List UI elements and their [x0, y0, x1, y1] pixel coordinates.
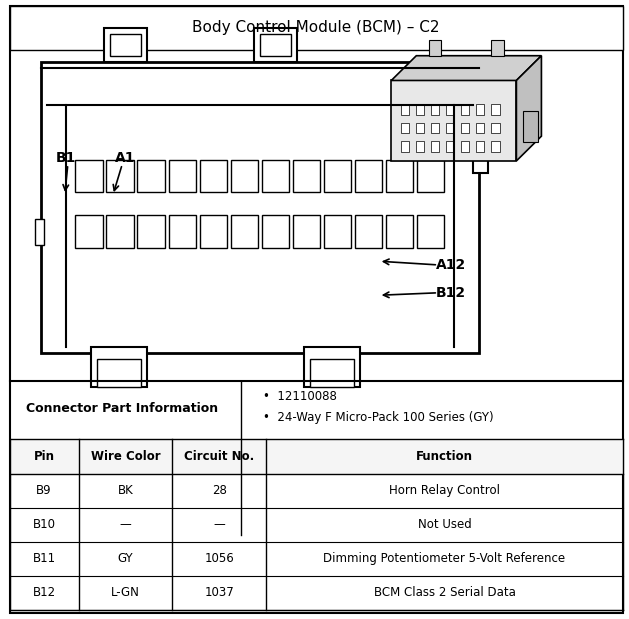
Text: B9: B9: [36, 484, 52, 497]
Text: B10: B10: [33, 518, 55, 531]
Bar: [417, 160, 445, 192]
Bar: [460, 104, 469, 115]
Bar: [446, 123, 455, 133]
Bar: [199, 215, 227, 248]
Bar: [35, 219, 44, 245]
Bar: [310, 359, 353, 387]
Bar: [253, 28, 298, 62]
Bar: [431, 123, 440, 133]
Bar: [391, 80, 516, 161]
Bar: [41, 62, 479, 353]
Bar: [476, 123, 484, 133]
Text: Horn Relay Control: Horn Relay Control: [389, 484, 500, 497]
Bar: [324, 215, 352, 248]
Bar: [416, 141, 425, 152]
Bar: [446, 104, 455, 115]
Polygon shape: [516, 56, 542, 161]
Bar: [355, 215, 382, 248]
Bar: [386, 215, 413, 248]
Text: B12: B12: [436, 286, 466, 300]
Bar: [106, 215, 134, 248]
Text: •  12110088: • 12110088: [263, 389, 337, 403]
Bar: [231, 160, 258, 192]
Text: Function: Function: [416, 450, 473, 463]
Text: Connector Part Information: Connector Part Information: [26, 402, 218, 415]
Text: Circuit No.: Circuit No.: [184, 450, 254, 463]
Bar: [106, 160, 134, 192]
Text: Body Control Module (BCM) – C2: Body Control Module (BCM) – C2: [192, 20, 440, 35]
Bar: [523, 111, 538, 142]
Bar: [446, 141, 455, 152]
Text: —: —: [213, 518, 225, 531]
Bar: [417, 215, 445, 248]
Text: B1: B1: [56, 151, 76, 165]
Bar: [472, 130, 488, 173]
Text: Not Used: Not Used: [418, 518, 471, 531]
Bar: [324, 160, 352, 192]
Text: GY: GY: [118, 552, 133, 565]
Bar: [262, 160, 289, 192]
Text: 1056: 1056: [204, 552, 234, 565]
Text: B12: B12: [33, 586, 55, 599]
Bar: [431, 104, 440, 115]
Bar: [429, 40, 442, 56]
Polygon shape: [391, 56, 542, 80]
Bar: [104, 28, 147, 62]
Bar: [260, 34, 291, 56]
Text: —: —: [120, 518, 131, 531]
Bar: [491, 40, 504, 56]
Bar: [231, 215, 258, 248]
Bar: [91, 347, 147, 387]
Text: A12: A12: [436, 258, 466, 272]
Bar: [9, 439, 623, 474]
Bar: [491, 104, 499, 115]
Bar: [491, 123, 499, 133]
Bar: [491, 141, 499, 152]
Text: BCM Class 2 Serial Data: BCM Class 2 Serial Data: [374, 586, 515, 599]
Bar: [169, 160, 196, 192]
Bar: [262, 215, 289, 248]
Text: A1: A1: [115, 151, 136, 165]
Bar: [9, 6, 623, 50]
Bar: [110, 34, 141, 56]
Text: 1037: 1037: [204, 586, 234, 599]
Text: BK: BK: [118, 484, 133, 497]
Text: L-GN: L-GN: [111, 586, 140, 599]
Bar: [401, 104, 409, 115]
Text: Dimming Potentiometer 5-Volt Reference: Dimming Potentiometer 5-Volt Reference: [323, 552, 565, 565]
Bar: [292, 160, 320, 192]
Text: 28: 28: [212, 484, 226, 497]
Bar: [476, 104, 484, 115]
Text: Pin: Pin: [33, 450, 55, 463]
Bar: [138, 215, 165, 248]
Bar: [169, 215, 196, 248]
Bar: [431, 141, 440, 152]
Bar: [460, 141, 469, 152]
Text: •  24-Way F Micro-Pack 100 Series (GY): • 24-Way F Micro-Pack 100 Series (GY): [263, 411, 494, 425]
Bar: [416, 123, 425, 133]
Bar: [292, 215, 320, 248]
Bar: [460, 123, 469, 133]
Bar: [138, 160, 165, 192]
Bar: [75, 215, 103, 248]
Bar: [401, 123, 409, 133]
Bar: [75, 160, 103, 192]
Bar: [386, 160, 413, 192]
Bar: [476, 141, 484, 152]
Bar: [199, 160, 227, 192]
Bar: [416, 104, 425, 115]
Bar: [355, 160, 382, 192]
Bar: [401, 141, 409, 152]
Bar: [97, 359, 141, 387]
Text: Wire Color: Wire Color: [91, 450, 160, 463]
Bar: [304, 347, 360, 387]
Text: B11: B11: [33, 552, 55, 565]
